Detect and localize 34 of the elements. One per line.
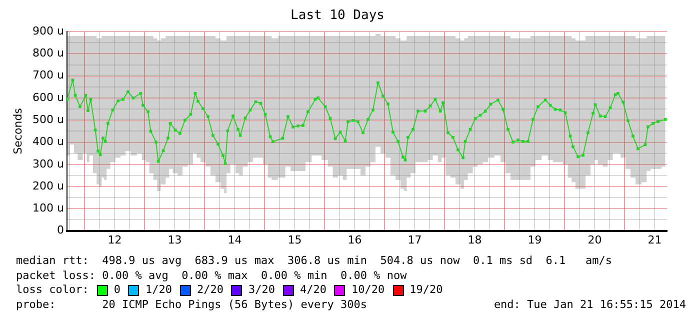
- y-tick-label: 900 u: [32, 24, 64, 38]
- y-tick-label: 700 u: [32, 68, 64, 82]
- x-tick-label: 19: [528, 233, 542, 246]
- x-tick-label: 21: [648, 233, 662, 246]
- legend-label: 1/20: [145, 283, 172, 298]
- y-tick-label: 400 u: [32, 135, 64, 148]
- x-tick-label: 14: [228, 233, 242, 246]
- y-tick-label: 800 u: [32, 46, 64, 60]
- x-tick-label: 17: [408, 233, 422, 246]
- legend-label: 3/20: [248, 283, 275, 298]
- text: median rtt: 498.9 us avg 683.9 us max 306.8 us min 504.8 us now 0.1 ms sd 6.1 am/s: [16, 254, 614, 268]
- x-tick-label: 12: [108, 233, 122, 246]
- legend-label: 0: [114, 283, 120, 298]
- y-tick-label: 0: [57, 224, 64, 237]
- text: probe: 20 ICMP Echo Pings (56 Bytes) every 300s: [16, 298, 367, 312]
- x-tick-label: 18: [468, 233, 482, 246]
- x-tick-label: 20: [588, 233, 602, 246]
- x-tick-label: 16: [348, 233, 362, 246]
- y-tick-label: 600 u: [32, 90, 64, 104]
- legend-title: loss color:: [16, 283, 89, 298]
- y-tick-label: 200 u: [32, 179, 64, 192]
- x-tick-label: 13: [168, 233, 182, 246]
- chart-title: Last 10 Days: [290, 8, 384, 24]
- y-tick-label: 300 u: [32, 157, 64, 170]
- y-axis-title: Seconds: [11, 108, 24, 154]
- y-tick-label: 100 u: [32, 202, 64, 215]
- legend-label: 10/20: [351, 283, 385, 298]
- text: end: Tue Jan 21 16:55:15 2014: [494, 298, 686, 312]
- text: packet loss: 0.00 % avg 0.00 % max 0.00 % min 0.00 % now: [16, 268, 408, 283]
- x-tick-label: 15: [288, 233, 302, 246]
- legend-label: 19/20: [410, 283, 443, 298]
- y-tick-label: 500 u: [32, 112, 64, 126]
- legend-label: 2/20: [196, 283, 224, 298]
- legend-label: 4/20: [300, 283, 326, 298]
